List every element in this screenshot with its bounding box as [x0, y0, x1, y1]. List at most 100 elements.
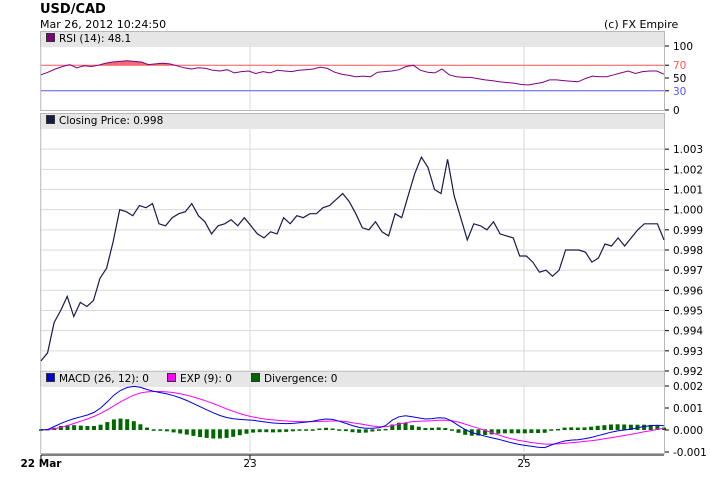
divergence-bar: [423, 428, 428, 430]
divergence-bar: [317, 428, 322, 430]
divergence-bar: [536, 429, 541, 433]
divergence-bar: [111, 419, 116, 430]
price-y-tick-label: 0.994: [673, 326, 703, 338]
rsi-y-tick-label: 0: [673, 105, 680, 117]
divergence-bar: [211, 429, 216, 439]
divergence-bar: [542, 429, 547, 433]
divergence-bar: [363, 429, 368, 433]
divergence-bar: [105, 422, 110, 430]
rsi-legend-swatch: [46, 33, 55, 42]
rsi-y-tick-label: 30: [673, 86, 686, 98]
rsi-y-tick-label: 50: [673, 73, 686, 85]
divergence-bar: [330, 428, 335, 430]
divergence-bar: [662, 427, 666, 430]
divergence-bar: [125, 419, 130, 430]
price-y-tick-label: 0.999: [673, 225, 703, 237]
divergence-bar: [178, 429, 183, 434]
price-y-tick-label: 0.993: [673, 346, 703, 358]
divergence-bar: [92, 426, 96, 430]
divergence-bar: [350, 429, 355, 433]
price-legend-bar: [41, 114, 664, 129]
divergence-bar: [191, 429, 196, 436]
divergence-bar: [65, 425, 70, 430]
divergence-bar: [648, 424, 653, 430]
divergence-bar: [357, 429, 362, 433]
rsi-legend-label: RSI (14): 48.1: [59, 33, 132, 45]
divergence-bar: [556, 428, 560, 431]
divergence-bar: [582, 427, 587, 430]
divergence-bar: [483, 429, 488, 435]
divergence-bar: [509, 429, 514, 434]
price-y-tick-label: 0.992: [673, 366, 703, 378]
divergence-bar: [343, 429, 348, 432]
exp-legend-swatch: [167, 373, 176, 382]
divergence-bar: [390, 424, 395, 430]
rsi-legend-bar: [41, 32, 664, 47]
price-panel: Closing Price: 0.998: [40, 113, 665, 372]
x-tick-label-0: 22 Mar: [21, 458, 63, 470]
rsi-y-tick-label: 70: [673, 60, 686, 72]
macd-y-tick-label: 0.000: [673, 425, 703, 437]
divergence-bar: [72, 425, 77, 430]
macd-legend-bar: [41, 372, 664, 387]
divergence-bar: [204, 429, 209, 438]
price-y-tick-label: 0.997: [673, 265, 703, 277]
divergence-bar: [257, 429, 262, 433]
divergence-bar: [529, 429, 534, 433]
divergence-bar: [496, 429, 501, 434]
divergence-bar: [324, 427, 328, 430]
divergence-bar: [198, 429, 203, 437]
divergence-bar: [569, 427, 574, 430]
price-legend: Closing Price: 0.998: [46, 115, 163, 127]
rsi-overbought-fill: [126, 60, 135, 66]
divergence-bar: [443, 428, 448, 430]
divergence-bar: [297, 429, 302, 431]
divergence-bar: [463, 429, 468, 435]
divergence-bar: [416, 426, 421, 430]
divergence-bar: [615, 424, 620, 430]
chart-credit: (c) FX Empire: [604, 18, 679, 31]
rsi-panel: RSI (14): 48.1: [40, 31, 665, 111]
price-y-tick-label: 0.996: [673, 285, 703, 297]
price-y-tick-label: 1.001: [673, 185, 703, 197]
price-y-tick-label: 1.003: [673, 144, 703, 156]
divergence-bar: [410, 425, 415, 430]
divergence-bar: [549, 429, 554, 431]
divergence-bar: [396, 422, 401, 430]
divergence-bar: [224, 429, 229, 438]
divergence-legend-label: Divergence: 0: [264, 373, 338, 385]
divergence-bar: [264, 429, 269, 433]
rsi-line: [40, 60, 665, 86]
price-y-tick-label: 0.995: [673, 306, 703, 318]
rsi-legend: RSI (14): 48.1: [46, 33, 131, 45]
macd-legend-macd: MACD (26, 12): 0: [46, 373, 149, 385]
price-y-tick-label: 1.002: [673, 164, 703, 176]
price-y-tick-label: 1.000: [673, 205, 703, 217]
divergence-bar: [436, 427, 441, 430]
divergence-bar: [562, 427, 567, 430]
divergence-bar: [377, 429, 381, 431]
divergence-bar: [622, 424, 627, 430]
divergence-bar: [164, 429, 169, 432]
divergence-bar: [151, 429, 156, 431]
exp-legend-label: EXP (9): 0: [180, 373, 232, 385]
exp-line: [40, 391, 665, 445]
divergence-bar: [284, 429, 289, 432]
divergence-bar: [85, 426, 90, 430]
divergence-bar: [370, 429, 375, 432]
divergence-bar: [131, 421, 136, 430]
divergence-bar: [516, 429, 521, 434]
price-legend-swatch: [46, 115, 55, 124]
divergence-legend-swatch: [251, 373, 260, 382]
divergence-bar: [403, 423, 408, 430]
macd-line: [40, 385, 665, 449]
divergence-bar: [271, 429, 275, 433]
divergence-bar: [522, 429, 527, 434]
divergence-bar: [98, 424, 103, 430]
divergence-bar: [184, 429, 189, 435]
divergence-bar: [231, 429, 236, 437]
macd-panel: MACD (26, 12): 0 EXP (9): 0 Divergence: …: [40, 371, 665, 454]
divergence-bar: [290, 429, 295, 432]
divergence-bar: [118, 418, 123, 430]
